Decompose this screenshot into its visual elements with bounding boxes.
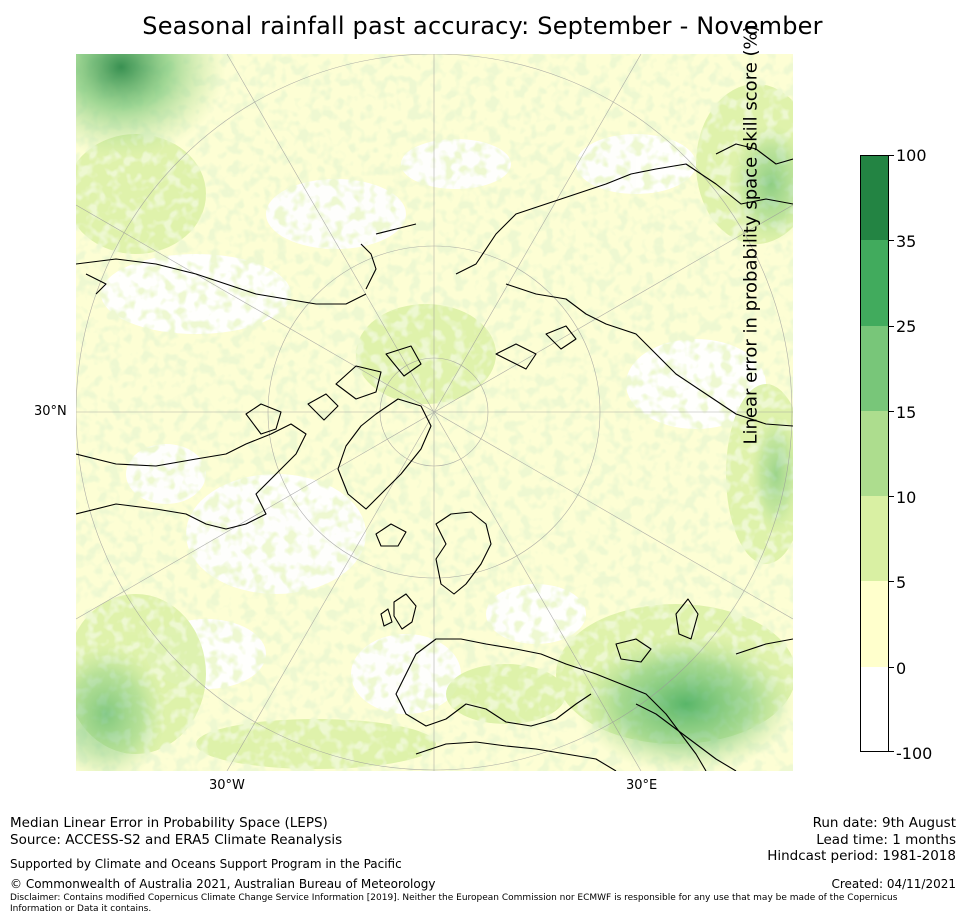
lon-label-30e: 30°E	[626, 778, 658, 793]
colorbar-bin	[860, 581, 889, 667]
polar-map	[76, 54, 793, 771]
colorbar-tick-label: 35	[896, 232, 917, 251]
colorbar-tick-label: 10	[896, 488, 917, 507]
colorbar-bin	[860, 240, 889, 326]
footer-supported: Supported by Climate and Oceans Support …	[10, 857, 402, 871]
footer-leps: Median Linear Error in Probability Space…	[10, 815, 328, 831]
colorbar-title: Linear error in probability space skill …	[740, 25, 762, 445]
footer-lead-time: Lead time: 1 months	[816, 832, 956, 848]
footer-hindcast: Hindcast period: 1981-2018	[767, 848, 956, 864]
map-title: Seasonal rainfall past accuracy: Septemb…	[142, 12, 823, 40]
skill-field	[76, 54, 793, 771]
footer-disclaimer-1: Disclaimer: Contains modified Copernicus…	[10, 893, 898, 903]
colorbar-bin	[860, 410, 889, 497]
colorbar-tick-label: 15	[896, 403, 917, 422]
lat-label-30n: 30°N	[34, 404, 67, 419]
footer-disclaimer-2: Information or Data it contains.	[10, 904, 152, 914]
colorbar-tick-label: -100	[896, 744, 933, 763]
colorbar-tick-label: 0	[896, 659, 907, 678]
colorbar-bin	[860, 325, 889, 411]
coastlines	[76, 143, 793, 771]
footer-copyright: © Commonwealth of Australia 2021, Austra…	[10, 877, 436, 891]
colorbar	[860, 155, 889, 752]
footer-source: Source: ACCESS-S2 and ERA5 Climate Reana…	[10, 832, 343, 848]
colorbar-tick-label: 5	[896, 573, 907, 592]
colorbar-bin	[860, 155, 889, 241]
footer-created: Created: 04/11/2021	[831, 877, 956, 891]
colorbar-bin	[860, 496, 889, 582]
colorbar-bin	[860, 666, 889, 752]
graticule	[76, 54, 793, 771]
colorbar-frame	[860, 155, 889, 752]
footer-run-date: Run date: 9th August	[812, 815, 956, 831]
colorbar-tick-label: 25	[896, 317, 917, 336]
lon-label-30w: 30°W	[209, 778, 245, 793]
colorbar-tick-label: 100	[896, 146, 927, 165]
